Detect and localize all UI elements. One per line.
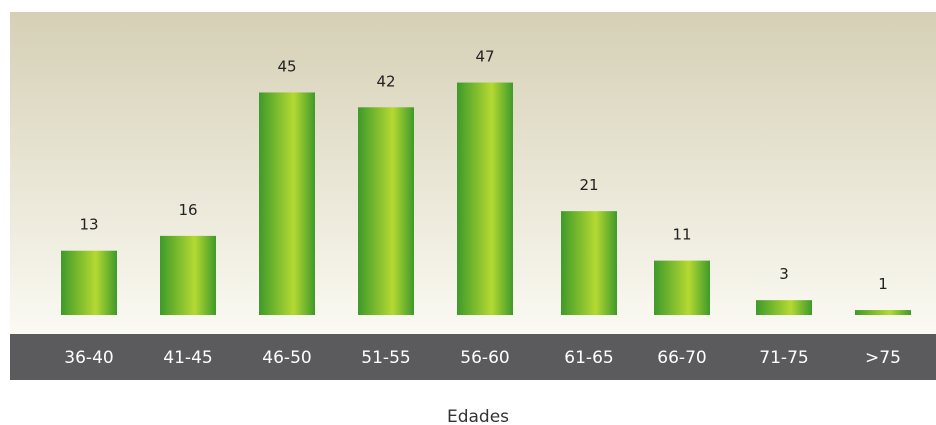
value-label: 11 bbox=[672, 226, 691, 244]
category-label: 46-50 bbox=[262, 348, 311, 368]
bar-46-50 bbox=[259, 92, 315, 315]
x-axis-title: Edades bbox=[447, 407, 509, 425]
category-label: 61-65 bbox=[564, 348, 613, 368]
bar-51-55 bbox=[358, 107, 414, 315]
category-label: 71-75 bbox=[759, 348, 808, 368]
bar-66-70 bbox=[654, 261, 710, 315]
category-label: 36-40 bbox=[64, 348, 113, 368]
bar-71-75 bbox=[756, 300, 812, 315]
bar-56-60 bbox=[457, 83, 513, 315]
category-label: 41-45 bbox=[163, 348, 212, 368]
category-label: >75 bbox=[865, 348, 901, 368]
value-label: 16 bbox=[178, 201, 197, 219]
value-label: 3 bbox=[779, 265, 789, 283]
value-label: 47 bbox=[475, 48, 494, 66]
bar-36-40 bbox=[61, 251, 117, 315]
value-label: 21 bbox=[579, 176, 598, 194]
value-label: 13 bbox=[79, 216, 98, 234]
bar->75 bbox=[855, 310, 911, 315]
bar-41-45 bbox=[160, 236, 216, 315]
value-label: 42 bbox=[376, 72, 395, 90]
bar-61-65 bbox=[561, 211, 617, 315]
category-label: 51-55 bbox=[361, 348, 410, 368]
category-label: 56-60 bbox=[460, 348, 509, 368]
value-label: 1 bbox=[878, 275, 888, 293]
value-label: 45 bbox=[277, 57, 296, 75]
category-label: 66-70 bbox=[657, 348, 706, 368]
category-labels-group: 36-40 41-45 46-50 51-55 56-60 61-65 66-70 71-75… bbox=[64, 348, 901, 368]
